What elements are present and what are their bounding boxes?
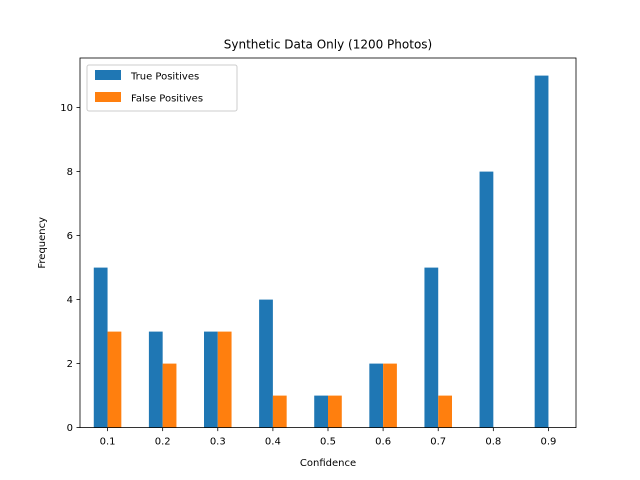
y-tick-label: 4 xyxy=(67,295,73,306)
bar-false-positives-0-7 xyxy=(438,395,452,428)
bar-false-positives-0-3 xyxy=(217,331,232,428)
x-axis-ticks: 0.1 0.2 0.3 0.4 0.5 0.6 0.7 0.8 0.9 xyxy=(100,427,556,448)
x-tick-label: 0.5 xyxy=(320,437,336,448)
bars-group xyxy=(93,75,549,428)
y-tick-label: 0 xyxy=(67,423,73,434)
legend-label-false-positives: False Positives xyxy=(131,94,203,105)
x-tick-label: 0.9 xyxy=(540,437,556,448)
bar-false-positives-0-1 xyxy=(107,331,122,428)
bar-true-positives-0-3 xyxy=(204,331,218,428)
bar-true-positives-0-8 xyxy=(479,171,494,428)
bar-false-positives-0-6 xyxy=(383,363,397,428)
x-tick-label: 0.8 xyxy=(485,437,501,448)
legend: True Positives False Positives xyxy=(86,64,238,112)
x-tick-label: 0.2 xyxy=(155,437,171,448)
legend-frame xyxy=(86,64,238,112)
bar-true-positives-0-6 xyxy=(369,363,384,428)
y-axis-ticks: 0 2 4 6 8 10 xyxy=(60,103,80,434)
x-tick-label: 0.1 xyxy=(100,437,116,448)
y-tick-label: 6 xyxy=(67,231,73,242)
bar-true-positives-0-7 xyxy=(424,267,439,428)
plot-frame xyxy=(79,57,577,429)
y-tick-label: 2 xyxy=(67,359,73,370)
y-tick-label: 10 xyxy=(60,103,73,114)
x-tick-label: 0.7 xyxy=(430,437,446,448)
legend-label-true-positives: True Positives xyxy=(130,72,199,83)
bar-false-positives-0-4 xyxy=(272,395,287,428)
x-tick-label: 0.4 xyxy=(265,437,281,448)
bar-false-positives-0-2 xyxy=(162,363,177,428)
bar-true-positives-0-4 xyxy=(259,299,273,428)
bar-true-positives-0-1 xyxy=(93,267,108,428)
chart-title: Synthetic Data Only (1200 Photos) xyxy=(224,38,432,52)
y-axis-title: Frequency xyxy=(37,217,48,269)
bar-true-positives-0-9 xyxy=(534,75,549,428)
legend-swatch-false-positives xyxy=(95,92,121,102)
y-tick-label: 8 xyxy=(67,167,73,178)
legend-swatch-true-positives xyxy=(95,70,121,80)
bar-true-positives-0-2 xyxy=(148,331,163,428)
x-tick-label: 0.3 xyxy=(210,437,226,448)
x-tick-label: 0.6 xyxy=(375,437,391,448)
x-axis-title: Confidence xyxy=(300,458,356,469)
bar-true-positives-0-5 xyxy=(314,395,328,428)
bar-false-positives-0-5 xyxy=(328,395,342,428)
